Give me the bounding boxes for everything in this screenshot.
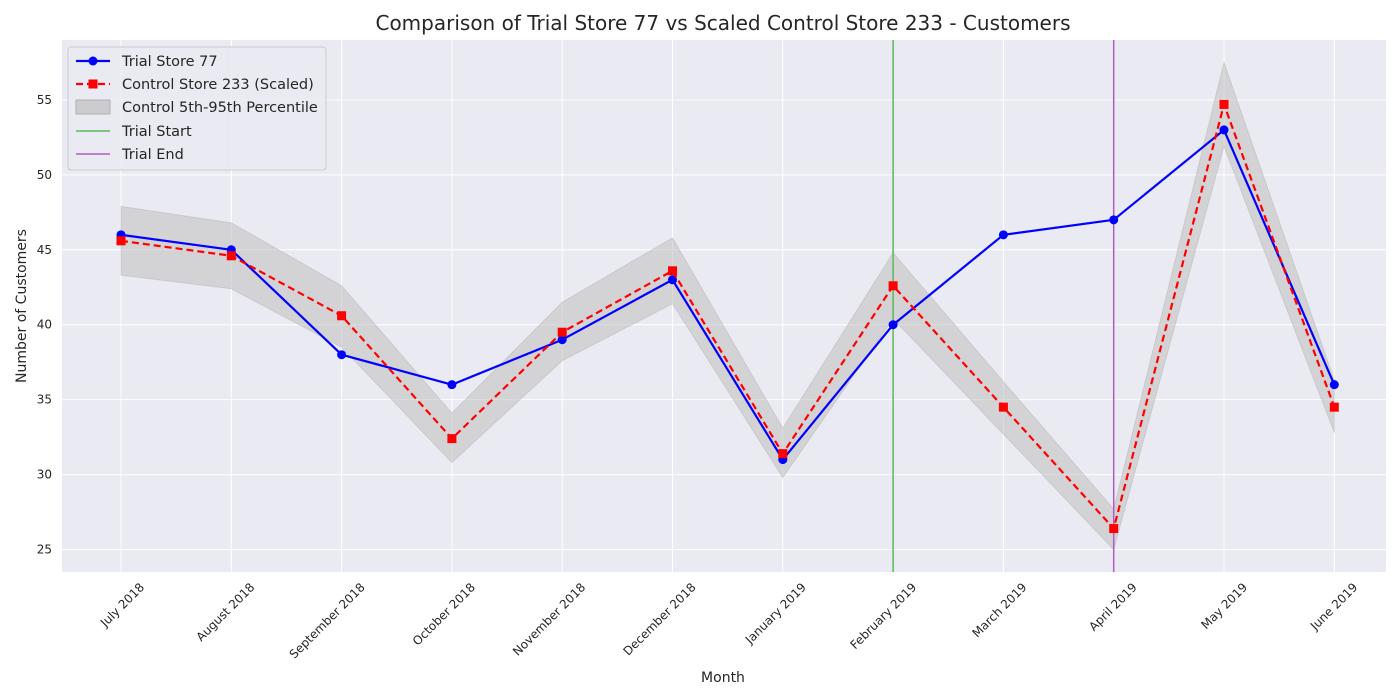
x-tick-label: December 2018 [620,580,698,658]
trial-store-point [668,275,677,285]
trial-store-point [557,335,567,345]
trial-store-point [1109,215,1119,225]
legend-box [67,46,327,171]
x-tick-label: August 2018 [194,580,258,644]
legend-swatch-marker [88,79,98,89]
trial-markers [892,40,1115,572]
control-store-point [337,311,347,321]
x-axis-ticks: July 2018 August 2018 September 2018 Octobe… [97,580,1360,661]
control-store-line [120,103,1336,530]
x-axis-label: Month [701,670,745,686]
y-tick-label: 30 [37,468,52,482]
x-tick-label: June 2019 [1307,580,1360,633]
control-store-point [226,251,236,261]
trial-store-point [447,380,457,390]
control-store-point [447,434,457,444]
control-store-point [1329,402,1339,412]
legend-swatch-band [75,99,111,115]
trial-store-point [998,230,1008,240]
legend: Trial Store 77 Control Store 233 (Scaled)… [67,46,327,171]
y-tick-label: 50 [37,168,52,182]
control-store-point [1109,524,1119,534]
trial-store-point [1219,125,1229,135]
control-store-point [778,449,788,459]
legend-label: Trial Start [121,124,192,140]
x-tick-label: September 2018 [287,580,368,661]
y-tick-label: 40 [37,318,52,332]
control-store-point [668,266,677,276]
x-tick-label: May 2019 [1198,580,1250,632]
control-store-point [888,281,898,291]
x-tick-label: April 2019 [1086,580,1140,634]
y-axis-label: Number of Customers [14,229,30,383]
x-tick-label: July 2018 [97,580,147,630]
series-lines [116,99,1339,534]
trial-store-point [1329,380,1339,390]
y-tick-label: 25 [37,543,52,557]
legend-label: Trial Store 77 [121,54,218,70]
control-store-point [1219,99,1229,109]
x-tick-label: January 2019 [742,580,809,647]
control-store-point [116,236,126,246]
trial-store-point [337,350,347,360]
legend-label: Control Store 233 (Scaled) [122,77,314,93]
percentile-band [120,60,1335,551]
percentile-band-area [120,60,1335,551]
y-tick-label: 45 [37,243,52,257]
x-tick-label: March 2019 [969,580,1029,640]
legend-label: Trial End [121,147,184,163]
y-tick-label: 35 [37,393,52,407]
y-tick-label: 55 [37,93,52,107]
legend-swatch-marker [88,56,98,66]
x-tick-label: November 2018 [510,580,588,658]
x-tick-label: October 2018 [410,580,478,648]
control-store-point [557,327,567,337]
trial-store-line [120,128,1336,461]
x-tick-label: February 2019 [847,580,919,652]
trial-store-point [888,320,898,330]
legend-label: Control 5th-95th Percentile [122,100,318,116]
y-axis-ticks: 25 30 35 40 45 50 55 [37,93,52,557]
control-store-point [998,402,1008,412]
chart-title: Comparison of Trial Store 77 vs Scaled C… [375,11,1070,35]
